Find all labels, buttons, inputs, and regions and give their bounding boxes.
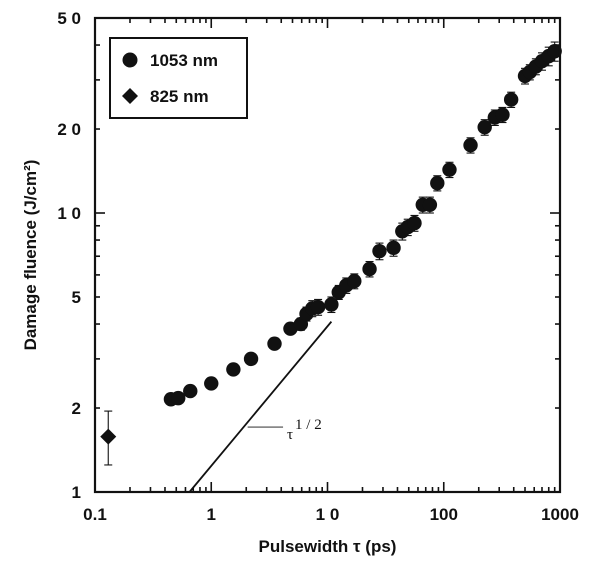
data-point-diamond: [100, 428, 117, 445]
legend-marker-diamond: [122, 88, 138, 104]
data-point-circle: [183, 383, 198, 399]
y-tick-label: 2 0: [57, 120, 81, 139]
y-tick-label: 1 0: [57, 204, 81, 223]
data-point-circle: [503, 92, 519, 107]
data-point-circle: [386, 240, 401, 256]
x-tick-label: 0.1: [83, 505, 107, 524]
x-axis-title: Pulsewidth τ (ps): [259, 537, 397, 556]
legend-box: [109, 37, 248, 119]
data-point-circle: [372, 243, 387, 259]
reference-line-exponent: 1 / 2: [295, 417, 322, 433]
tau-half-reference-line: [188, 321, 333, 493]
y-tick-label: 5: [72, 288, 81, 307]
data-point-circle: [171, 390, 186, 406]
x-tick-label: 1000: [541, 505, 579, 524]
data-point-circle: [267, 336, 282, 351]
data-point-circle: [407, 215, 422, 231]
data-point-circle: [324, 297, 339, 312]
data-markers: [100, 44, 562, 445]
reference-line-layer: τ1 / 2: [188, 321, 333, 493]
y-tick-label: 1: [72, 483, 81, 502]
plot-frame: [93, 16, 562, 494]
data-point-circle: [310, 299, 326, 315]
y-tick-label: 2: [72, 399, 81, 418]
legend-marker-circle: [122, 52, 138, 68]
data-point-circle: [547, 44, 562, 59]
x-tick-label: 1 0: [316, 505, 340, 524]
data-point-circle: [422, 197, 438, 213]
data-point-circle: [204, 376, 219, 391]
data-point-circle: [243, 351, 259, 367]
data-point-circle: [477, 120, 492, 135]
data-point-circle: [430, 175, 445, 191]
y-tick-label: 5 0: [57, 9, 81, 28]
data-point-circle: [347, 273, 362, 289]
data-point-circle: [442, 162, 457, 177]
x-tick-label: 1: [207, 505, 216, 524]
x-tick-label: 100: [430, 505, 458, 524]
legend-label: 825 nm: [150, 87, 209, 106]
reference-line-label: τ: [287, 427, 293, 443]
data-point-circle: [226, 362, 241, 377]
data-point-circle: [495, 107, 510, 122]
data-point-circle: [463, 138, 478, 153]
legend-label: 1053 nm: [150, 51, 218, 70]
data-point-circle: [362, 261, 377, 277]
legend: 1053 nm 825 nm: [109, 37, 248, 119]
y-axis-title: Damage fluence (J/cm²): [21, 160, 40, 351]
